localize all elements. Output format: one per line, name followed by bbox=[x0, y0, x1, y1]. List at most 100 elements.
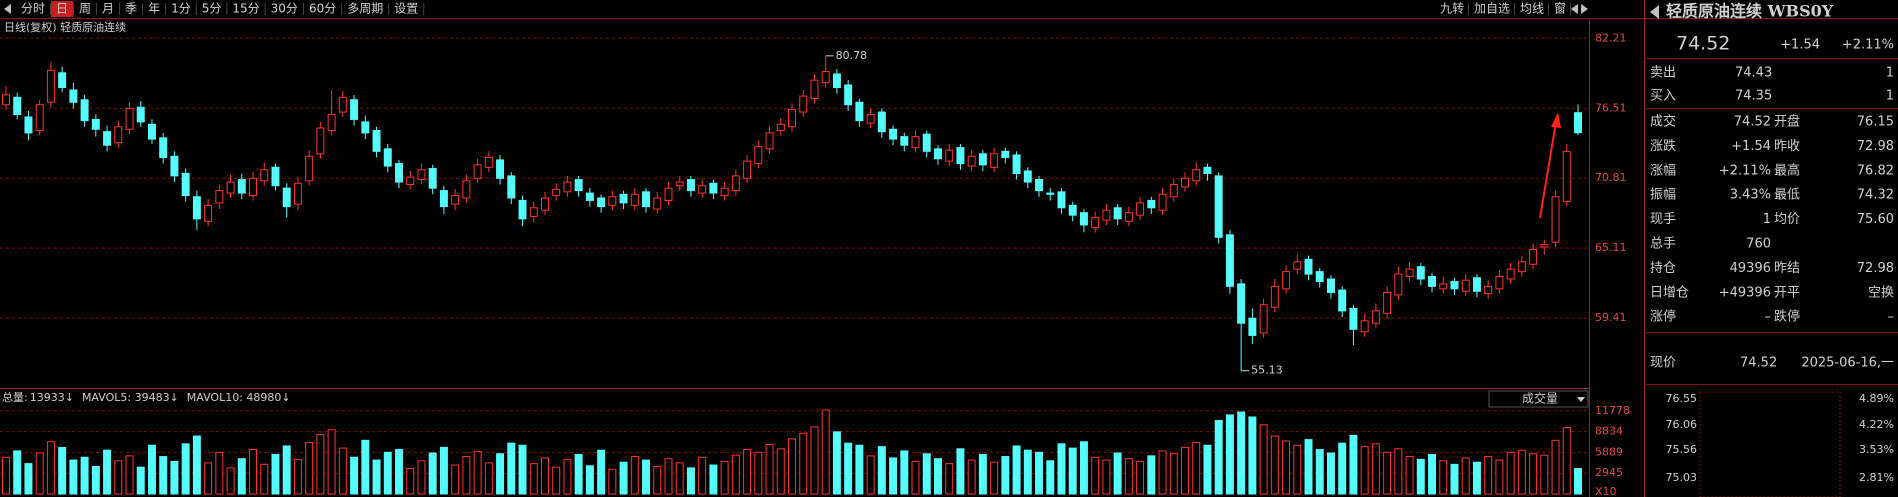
quote-label: 成交 bbox=[1650, 114, 1676, 130]
toolbar-button[interactable]: 1分 bbox=[171, 2, 191, 16]
volume-bar bbox=[237, 458, 246, 495]
candle-body bbox=[877, 111, 886, 133]
volume-bar bbox=[967, 459, 976, 495]
toolbar-button[interactable]: 月 bbox=[102, 2, 114, 16]
volume-bar bbox=[844, 442, 853, 495]
volume-bar bbox=[1282, 440, 1291, 495]
candle-body bbox=[406, 176, 415, 185]
candle-body bbox=[1326, 278, 1335, 293]
quote-label: 涨停 bbox=[1650, 309, 1676, 325]
toolbar-button[interactable]: 季 bbox=[125, 2, 137, 16]
volume-bar bbox=[686, 467, 695, 495]
candle-body bbox=[91, 118, 100, 130]
quote-change-pct: +2.11% bbox=[1842, 38, 1894, 53]
candle-body bbox=[181, 172, 190, 197]
candle-body bbox=[529, 207, 538, 217]
toolbar-button[interactable]: 均线 bbox=[1520, 2, 1544, 16]
candle-body bbox=[967, 155, 976, 167]
mini-left-tick: 76.06 bbox=[1666, 418, 1698, 431]
candle-body bbox=[574, 179, 583, 192]
volume-bar bbox=[642, 459, 651, 495]
volume-bar bbox=[170, 461, 179, 495]
candle-body bbox=[1012, 154, 1021, 174]
candle-body bbox=[1158, 193, 1167, 211]
volume-selector[interactable]: 成交量 bbox=[1522, 391, 1558, 406]
candle-body bbox=[1192, 169, 1201, 182]
toolbar-button[interactable]: 年 bbox=[148, 2, 160, 16]
toolbar-button[interactable]: 30分 bbox=[271, 2, 298, 16]
volume-bar bbox=[1136, 461, 1145, 495]
quote-change: +1.54 bbox=[1780, 38, 1820, 53]
volume-legend: MAVOL5: 39483↓ bbox=[82, 391, 179, 404]
toolbar-button[interactable]: 分时 bbox=[21, 2, 45, 16]
arrow-shaft bbox=[1539, 121, 1557, 219]
candle-body bbox=[630, 193, 639, 206]
candle-body bbox=[1506, 268, 1515, 280]
quote-label: 日增仓 bbox=[1650, 285, 1689, 300]
volume-bar bbox=[653, 465, 662, 495]
candle-body bbox=[810, 79, 819, 100]
candle-body bbox=[1057, 191, 1066, 209]
prev-icon[interactable] bbox=[1571, 4, 1578, 14]
toolbar-button[interactable]: 5分 bbox=[202, 2, 222, 16]
volume-bar bbox=[1517, 449, 1526, 495]
toolbar-button[interactable]: 60分 bbox=[309, 2, 336, 16]
volume-bar bbox=[945, 463, 954, 495]
toolbar-button[interactable]: 设置 bbox=[394, 2, 418, 16]
book-label: 卖出 bbox=[1650, 66, 1676, 81]
quote-label: 现手 bbox=[1650, 212, 1676, 227]
candle-body bbox=[2, 94, 10, 106]
candle-body bbox=[1214, 175, 1223, 238]
volume-bar bbox=[58, 446, 67, 495]
volume-bar bbox=[1035, 451, 1044, 495]
candle-body bbox=[1439, 283, 1448, 290]
candle-body bbox=[608, 196, 617, 206]
next-icon[interactable] bbox=[1581, 4, 1588, 14]
volume-tick-label: 11778 bbox=[1595, 404, 1630, 417]
quote-value: 76.15 bbox=[1857, 115, 1894, 130]
volume-legend: 总量: bbox=[2, 390, 28, 404]
volume-bar bbox=[956, 448, 965, 495]
candle-body bbox=[282, 187, 291, 208]
candle-body bbox=[900, 136, 909, 146]
toolbar-button[interactable]: 加自选 bbox=[1474, 2, 1510, 16]
volume-tick-label: 5889 bbox=[1595, 445, 1623, 458]
toolbar-button[interactable]: 周 bbox=[79, 2, 91, 16]
candle-body bbox=[866, 114, 875, 124]
quote-title: 轻质原油连续 WBS0Y bbox=[1666, 2, 1834, 21]
book-qty: 1 bbox=[1886, 89, 1894, 104]
volume-selector-box[interactable] bbox=[1488, 390, 1589, 408]
volume-bar bbox=[361, 439, 370, 495]
toolbar-button[interactable]: 多周期 bbox=[347, 2, 383, 16]
quote-value: 76.82 bbox=[1857, 163, 1894, 178]
volume-bar bbox=[1169, 453, 1178, 495]
candle-body bbox=[204, 204, 213, 222]
candle-body bbox=[316, 127, 325, 155]
quote-value: 3.43% bbox=[1730, 188, 1771, 203]
candle-body bbox=[327, 114, 336, 131]
toolbar-button[interactable]: 窗 bbox=[1554, 2, 1566, 16]
dropdown-icon[interactable] bbox=[1577, 397, 1585, 402]
last-value: 74.52 bbox=[1740, 356, 1777, 371]
volume-bar bbox=[1562, 427, 1571, 495]
toolbar-button[interactable]: 日 bbox=[56, 2, 68, 16]
volume-bar bbox=[1472, 461, 1481, 495]
quote-label: 昨结 bbox=[1774, 261, 1800, 276]
toolbar-button[interactable]: 九转 bbox=[1440, 1, 1464, 16]
book-price: 74.43 bbox=[1735, 66, 1772, 81]
max-label: 80.78 bbox=[836, 49, 868, 62]
candle-body bbox=[698, 185, 707, 194]
candle-body bbox=[855, 101, 864, 122]
toolbar-button[interactable]: 15分 bbox=[232, 2, 259, 16]
back-icon[interactable] bbox=[4, 4, 11, 14]
candle-body bbox=[1304, 258, 1313, 275]
volume-bar bbox=[1326, 452, 1335, 495]
volume-bar bbox=[1248, 416, 1257, 495]
y-tick-label: 70.81 bbox=[1595, 171, 1627, 184]
quote-value: 72.98 bbox=[1857, 261, 1894, 276]
candle-body bbox=[237, 179, 246, 194]
volume-unit: X10 bbox=[1595, 485, 1617, 497]
candle-body bbox=[484, 156, 493, 168]
panel-icon[interactable] bbox=[1650, 5, 1659, 19]
candle-body bbox=[1315, 271, 1324, 282]
